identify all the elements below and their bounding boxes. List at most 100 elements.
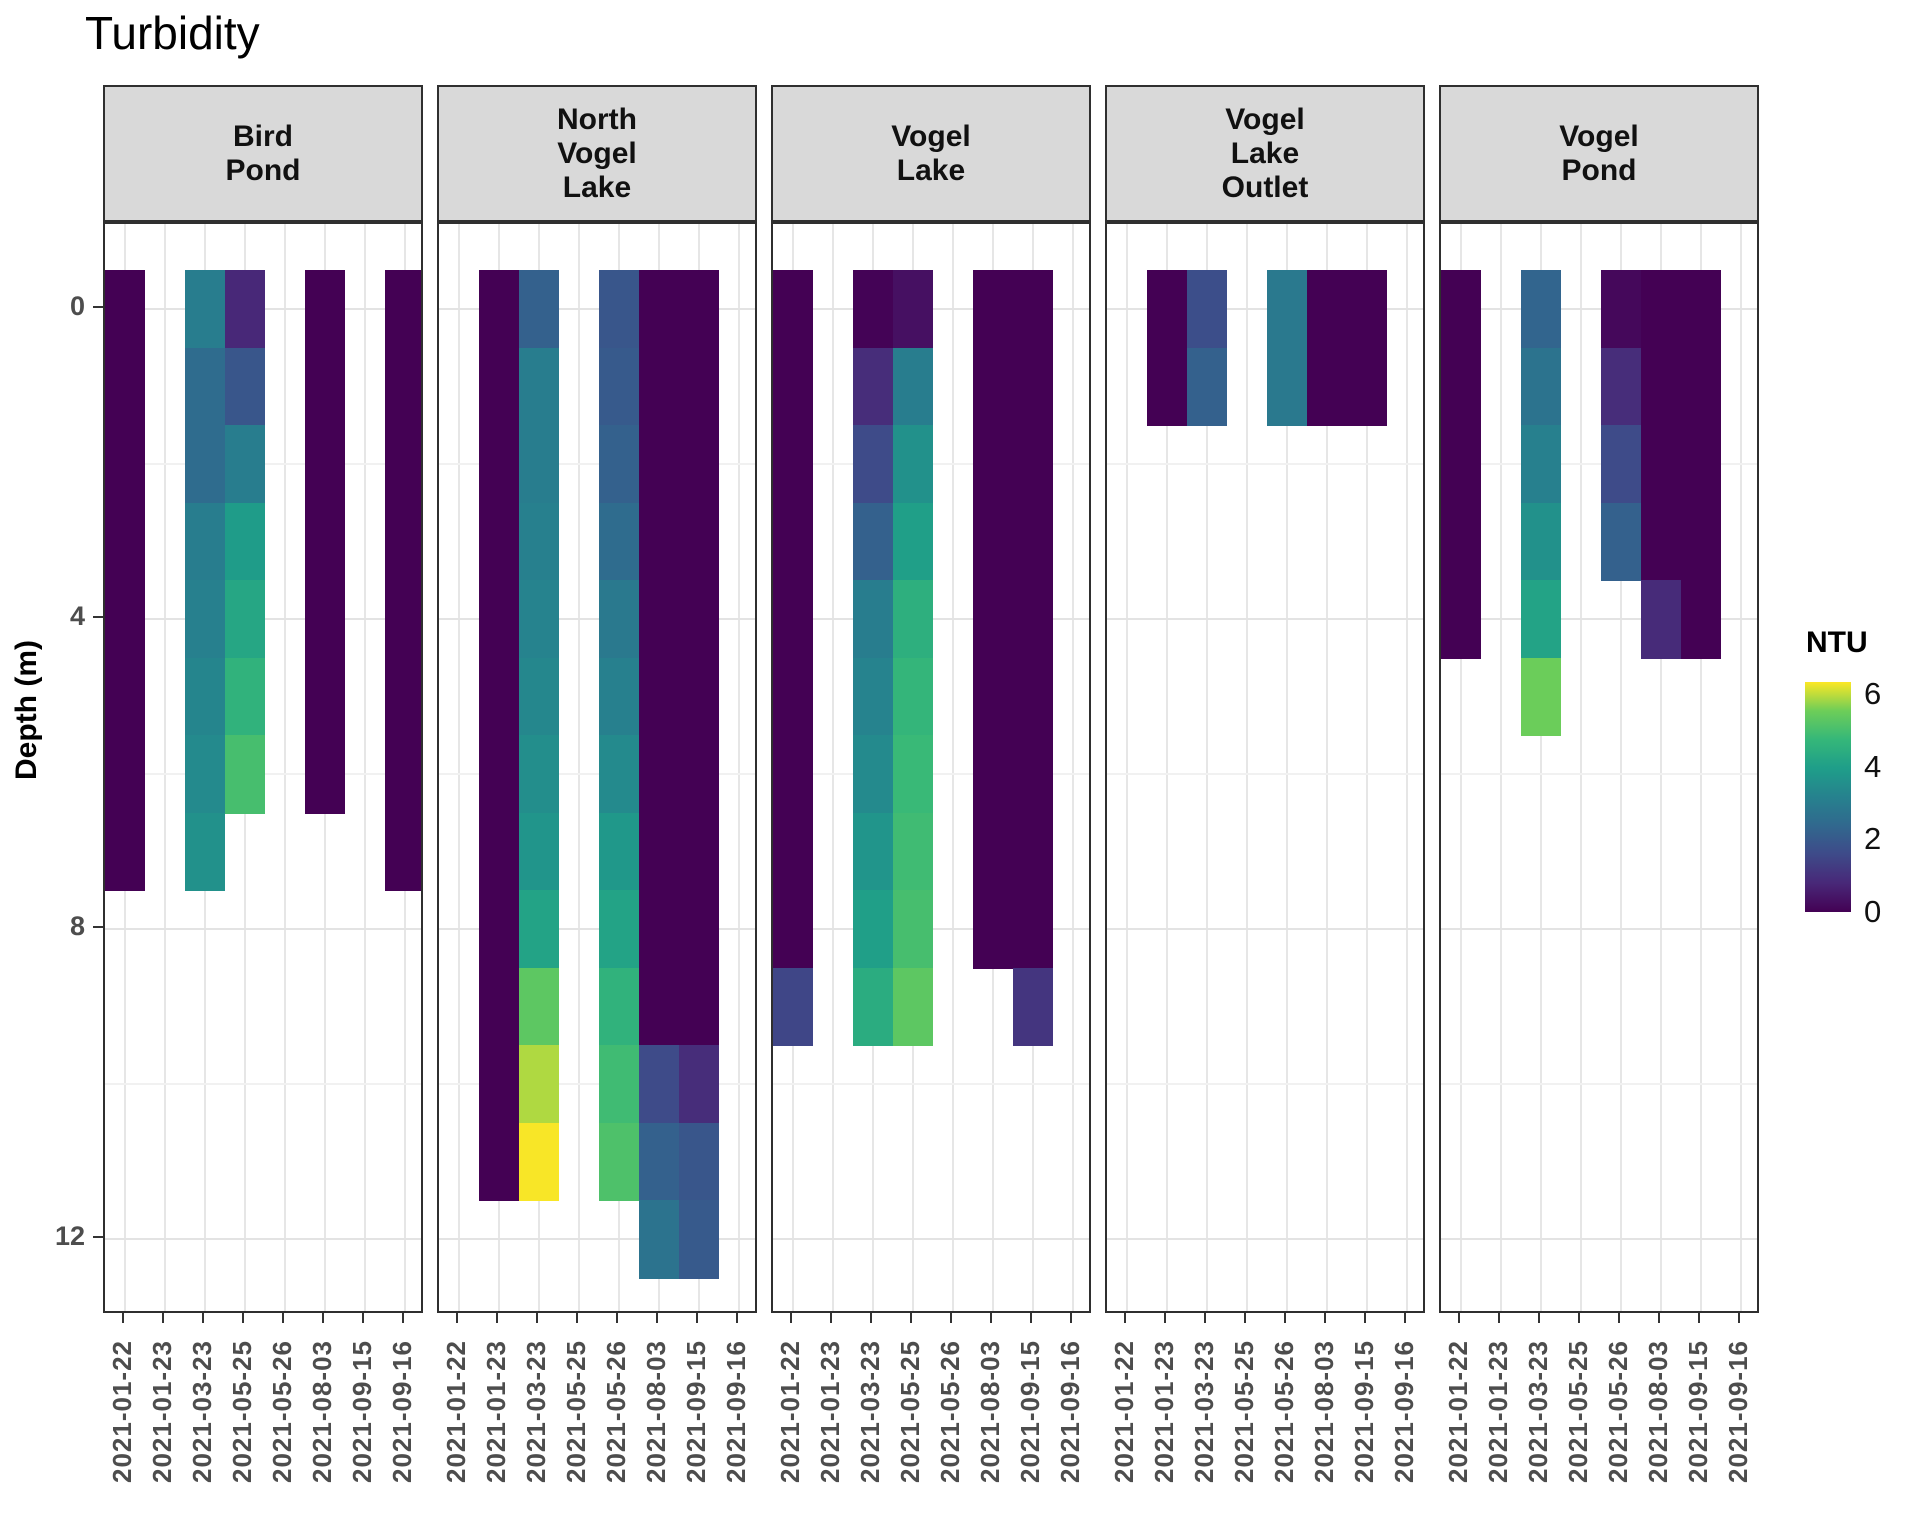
legend-tick-label: 2 [1864,821,1882,857]
heatmap-tile [305,502,345,582]
heatmap-tile [385,735,421,814]
facet-strip-bird-pond: Bird Pond [103,85,423,222]
gridline-vertical [952,224,954,1311]
x-axis-tick [1284,1313,1286,1323]
heatmap-tile [105,502,145,582]
gridline-major [1441,618,1757,620]
heatmap-tile [1307,270,1347,349]
x-axis-tick [402,1313,404,1323]
gridline-vertical [738,224,740,1311]
x-axis-label: 2021-03-23 [1523,1340,1553,1483]
gridline-minor [773,1083,1089,1085]
heatmap-tile [225,425,265,504]
heatmap-tile [773,735,813,814]
heatmap-tile [1681,347,1721,427]
heatmap-tile [679,502,719,582]
y-axis-tick [93,306,103,308]
heatmap-tile [1307,347,1347,427]
legend-tick-label: 0 [1864,894,1882,929]
x-axis-tick [1658,1313,1660,1323]
heatmap-tile [519,502,559,582]
facet-panel-bird-pond [103,222,423,1313]
x-axis-label: 2021-05-26 [1269,1340,1299,1483]
x-axis-tick [456,1313,458,1323]
x-axis-label: 2021-05-25 [561,1340,591,1483]
heatmap-tile [679,580,719,659]
heatmap-tile [853,890,893,969]
gridline-minor [1441,1083,1757,1085]
x-axis-tick [1698,1313,1700,1323]
gridline-vertical [458,224,460,1311]
gridline-major [1107,618,1423,620]
x-axis-label: 2021-09-15 [1683,1340,1713,1483]
heatmap-tile [105,812,145,892]
heatmap-tile [639,890,679,969]
heatmap-tile [385,502,421,582]
legend-tick-dash [1805,911,1815,914]
x-axis-label: 2021-03-23 [521,1340,551,1483]
facet-strip-label: Vogel Lake [891,119,971,187]
heatmap-tile [479,502,519,582]
x-axis-tick [950,1313,952,1323]
gridline-vertical [164,224,166,1311]
heatmap-tile [973,347,1013,427]
x-axis-tick [1458,1313,1460,1323]
x-axis-label: 2021-08-03 [975,1340,1005,1483]
heatmap-tile [1013,812,1053,892]
gridline-major [439,308,755,310]
heatmap-tile [385,812,421,892]
heatmap-tile [599,580,639,659]
heatmap-tile [519,580,559,659]
x-axis-tick [1324,1313,1326,1323]
x-axis-label: 2021-09-15 [1349,1340,1379,1483]
x-axis-label: 2021-01-23 [1149,1340,1179,1483]
gridline-major [105,928,421,930]
heatmap-tile [185,580,225,659]
heatmap-tile [973,735,1013,814]
heatmap-tile [893,580,933,659]
gridline-minor [105,1083,421,1085]
chart-title: Turbidity [85,7,260,59]
heatmap-tile [225,270,265,349]
heatmap-tile [853,425,893,504]
heatmap-tile [1641,502,1681,582]
heatmap-tile [773,347,813,427]
heatmap-tile [639,425,679,504]
heatmap-tile [519,1122,559,1202]
y-axis-label: 12 [54,1221,85,1251]
heatmap-tile [479,1045,519,1124]
heatmap-tile [1681,425,1721,504]
heatmap-tile [773,812,813,892]
gridline-vertical [1580,224,1582,1311]
gridline-vertical [1620,224,1622,1311]
x-axis-label: 2021-08-03 [1643,1340,1673,1483]
heatmap-tile [1601,270,1641,349]
heatmap-tile [639,967,679,1047]
gridline-vertical [1700,224,1702,1311]
heatmap-tile [893,502,933,582]
heatmap-tile [519,890,559,969]
x-axis-tick [536,1313,538,1323]
heatmap-tile [893,812,933,892]
x-axis-tick [1204,1313,1206,1323]
facet-panel-north-vogel-lake [437,222,757,1313]
facet-strip-label: Bird Pond [225,119,301,187]
heatmap-tile [679,812,719,892]
heatmap-tile [1641,347,1681,427]
heatmap-tile [305,425,345,504]
heatmap-tile [853,580,893,659]
heatmap-tile [973,425,1013,504]
heatmap-tile [1521,580,1561,659]
x-axis-tick [1498,1313,1500,1323]
x-axis-label: 2021-09-16 [1389,1340,1419,1483]
heatmap-tile [185,657,225,737]
heatmap-tile [853,270,893,349]
y-axis-tick [93,1236,103,1238]
legend-colorbar [1805,682,1851,912]
gridline-vertical [1740,224,1742,1311]
x-axis-label: 2021-05-26 [1603,1340,1633,1483]
gridline-vertical [1366,224,1368,1311]
x-axis-label: 2021-01-23 [147,1340,177,1483]
heatmap-tile [1441,425,1481,504]
